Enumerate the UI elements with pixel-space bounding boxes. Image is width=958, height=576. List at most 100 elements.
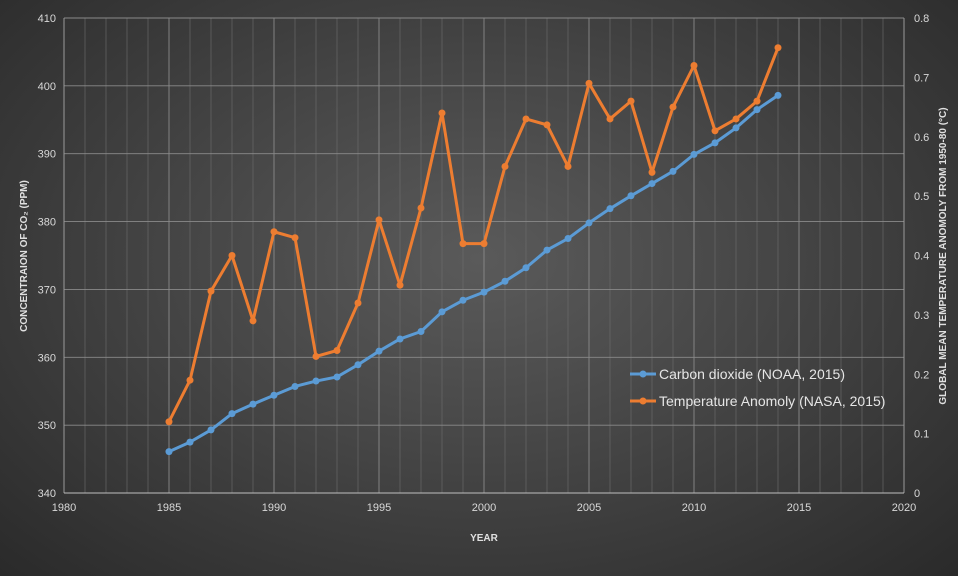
y-tick-label-right: 0.6 [914,132,929,144]
data-point-temperature [228,252,236,259]
data-point-temperature [312,352,320,360]
data-point-temperature [459,240,467,248]
y-tick-label-right: 0.7 [914,72,929,84]
y-axis-title-right: GLOBAL MEAN TEMPERATURE ANOMOLY FROM 195… [938,107,949,404]
data-point-co2 [207,426,215,434]
data-point-temperature [501,162,509,170]
data-point-co2 [186,438,194,446]
tick-labels: 1980 1985 1990 1995 2000 2005 2010 2015 2020 340 3… [38,13,930,514]
legend-marker-temperature [639,397,647,405]
data-point-co2 [522,264,530,272]
y-tick-label-left: 400 [38,81,56,93]
y-tick-label-right: 0.1 [914,429,929,441]
data-point-temperature [480,240,488,248]
data-point-co2 [501,277,509,285]
x-tick-label: 2000 [472,502,496,514]
series-co2 [165,91,782,456]
x-tick-label: 1990 [262,502,286,514]
data-point-temperature [522,115,530,123]
data-point-co2 [585,219,593,227]
legend-marker-co2 [639,370,647,378]
data-point-co2 [417,328,425,335]
y-axis-title-left: CONCENTRAION OF CO₂ (PPM) [19,180,30,332]
data-point-temperature [333,347,341,354]
data-point-temperature [207,287,215,295]
y-tick-label-left: 340 [38,488,56,500]
data-point-co2 [165,448,173,456]
x-axis-title: YEAR [470,533,499,544]
y-tick-label-left: 410 [38,13,56,25]
y-tick-label-right: 0.3 [914,310,929,322]
data-point-temperature [291,234,299,242]
data-point-co2 [711,139,719,147]
data-point-temperature [270,228,278,236]
data-point-co2 [396,335,404,343]
x-tick-label: 2020 [892,502,916,514]
data-point-co2 [606,205,614,213]
data-point-co2 [669,167,677,175]
data-point-co2 [690,150,698,158]
y-tick-label-left: 350 [38,420,56,432]
data-point-co2 [732,124,740,132]
data-point-co2 [354,361,362,369]
data-point-temperature [585,79,593,87]
data-point-co2 [774,91,782,99]
x-tick-label: 1995 [367,502,391,514]
y-tick-label-right: 0.4 [914,251,929,263]
data-point-co2 [228,410,236,418]
chart-grid [63,17,905,494]
legend-entry-temperature: Temperature Anomoly (NASA, 2015) [630,393,885,409]
legend-entry-co2: Carbon dioxide (NOAA, 2015) [630,366,845,382]
y-tick-label-right: 0.2 [914,369,929,381]
data-point-co2 [627,192,635,200]
data-point-temperature [690,62,698,69]
y-tick-label-left: 390 [38,149,56,161]
x-tick-label: 2010 [682,502,706,514]
data-point-temperature [396,281,404,289]
data-point-temperature [375,216,383,224]
legend-label-temperature: Temperature Anomoly (NASA, 2015) [659,393,885,409]
legend: Carbon dioxide (NOAA, 2015) Temperature … [630,366,885,409]
data-point-co2 [459,296,467,304]
x-tick-label: 2015 [787,502,811,514]
data-point-temperature [648,168,656,176]
data-point-co2 [249,400,257,408]
data-point-co2 [648,180,656,188]
data-point-co2 [564,235,572,243]
data-point-temperature [753,97,761,105]
data-point-temperature [774,44,782,52]
y-tick-label-left: 370 [38,284,56,296]
data-point-co2 [438,308,446,316]
data-point-temperature [564,162,572,170]
data-point-co2 [333,373,341,381]
data-point-temperature [711,127,719,135]
data-point-temperature [543,121,551,129]
data-point-co2 [753,106,761,114]
data-point-temperature [669,103,677,111]
data-point-co2 [270,391,278,399]
x-tick-label: 2005 [577,502,601,514]
series-line-co2 [167,93,780,454]
y-tick-label-right: 0.5 [914,191,929,203]
data-point-temperature [354,299,362,307]
data-point-temperature [417,204,425,212]
data-point-temperature [732,115,740,123]
y-tick-label-right: 0.8 [914,13,929,25]
data-point-temperature [165,418,173,426]
data-point-co2 [543,246,551,254]
data-point-temperature [249,317,257,325]
data-point-temperature [438,109,446,117]
data-point-co2 [480,288,488,296]
y-tick-label-left: 380 [38,217,56,229]
y-tick-label-left: 360 [38,352,56,364]
series-layer [165,44,782,456]
data-point-temperature [606,115,614,123]
data-point-co2 [291,382,299,390]
x-tick-label: 1980 [52,502,76,514]
y-tick-label-right: 0 [914,488,920,500]
data-point-co2 [375,347,383,355]
data-point-co2 [312,377,320,385]
data-point-temperature [627,97,635,105]
data-point-temperature [186,376,194,384]
